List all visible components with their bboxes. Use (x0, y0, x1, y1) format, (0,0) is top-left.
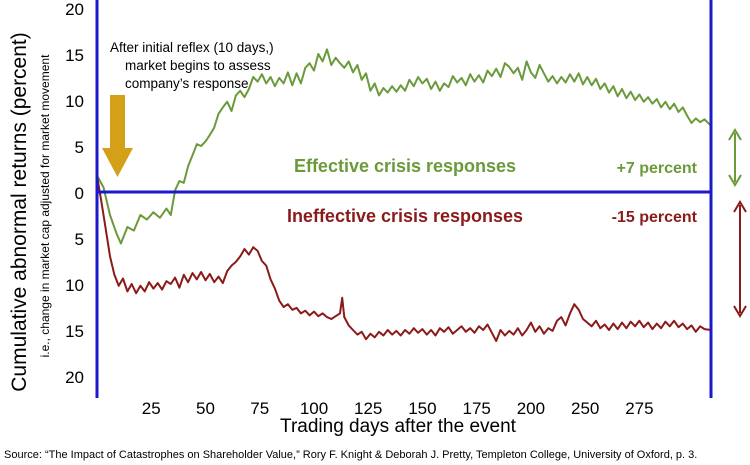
series-label-ineffective: Ineffective crisis responses (287, 206, 523, 226)
x-axis-title: Trading days after the event (280, 416, 517, 437)
range-arrow-red-icon (733, 200, 747, 318)
end-label-effective: +7 percent (617, 160, 698, 177)
x-tick-label: 100 (300, 399, 328, 418)
source-note: Source: “The Impact of Catastrophes on S… (4, 449, 697, 461)
y-axis-subtitle: i.e., change in market cap adjusted for … (38, 54, 52, 357)
series-label-effective: Effective crisis responses (294, 156, 516, 176)
x-tick-label: 250 (571, 399, 599, 418)
x-tick-label: 200 (517, 399, 545, 418)
y-tick-label: 5 (75, 230, 84, 249)
annotation-line-2: market begins to assess (125, 58, 271, 73)
series-line-ineffective (96, 175, 712, 342)
y-tick-label: 5 (75, 138, 84, 157)
y-tick-label: 20 (65, 0, 84, 19)
annotation-line-1: After initial reflex (10 days,) (110, 40, 274, 55)
y-axis-title: Cumulative abnormal returns (percent) (8, 32, 31, 391)
x-tick-label: 125 (354, 399, 382, 418)
series-line-effective (96, 48, 712, 245)
y-tick-label: 15 (65, 322, 84, 341)
range-arrow-green-icon (728, 128, 742, 187)
y-tick-label: 10 (65, 92, 84, 111)
down-arrow-icon (102, 95, 133, 177)
y-tick-labels: 20 15 10 5 0 5 10 15 20 (65, 0, 84, 387)
x-tick-label: 50 (196, 399, 215, 418)
x-tick-label: 25 (142, 399, 161, 418)
annotation-line-3: company’s response (125, 76, 249, 91)
end-label-ineffective: -15 percent (612, 209, 698, 226)
y-tick-label: 10 (65, 276, 84, 295)
y-tick-label: 0 (75, 184, 84, 203)
x-tick-label: 175 (463, 399, 491, 418)
y-tick-label: 20 (65, 368, 84, 387)
y-tick-label: 15 (65, 46, 84, 65)
x-tick-label: 275 (625, 399, 653, 418)
x-tick-label: 150 (408, 399, 436, 418)
x-tick-label: 75 (250, 399, 269, 418)
x-tick-labels: 25 50 75 100 125 150 175 200 250 275 (142, 399, 654, 418)
